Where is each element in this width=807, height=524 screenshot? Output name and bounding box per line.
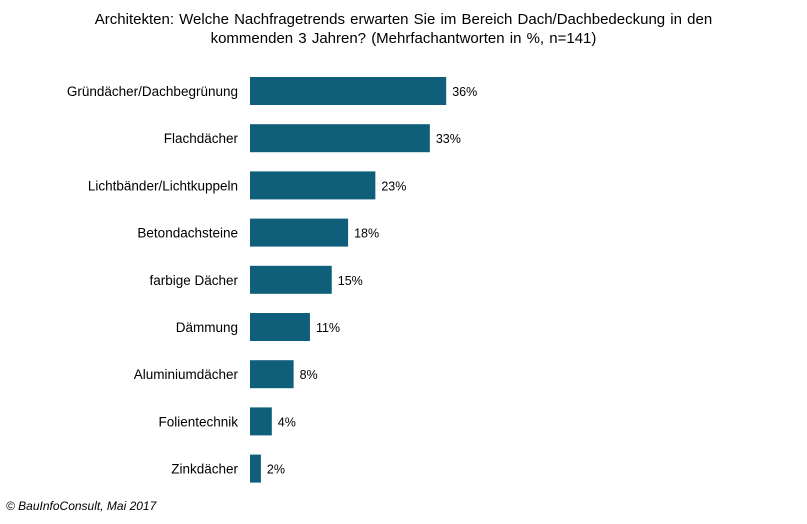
value-label-lichtbaender-lichtkuppeln: 23% — [381, 179, 406, 193]
value-label-farbige-daecher: 15% — [338, 274, 363, 288]
category-label-aluminiumdaecher: Aluminiumdächer — [134, 367, 239, 382]
value-label-betondachsteine: 18% — [354, 227, 379, 241]
bar-farbige-daecher — [250, 265, 332, 294]
bar-lichtbaender-lichtkuppeln — [250, 171, 376, 200]
value-label-gruendaecher-dachbegruenung: 36% — [452, 85, 477, 99]
bar-aluminiumdaecher — [250, 360, 294, 389]
value-label-daemmung: 11% — [316, 321, 340, 335]
value-label-flachdaecher: 33% — [436, 132, 461, 146]
value-label-aluminiumdaecher: 8% — [300, 368, 318, 382]
value-label-zinkdaecher: 2% — [267, 463, 285, 477]
category-label-gruendaecher-dachbegruenung: Gründächer/Dachbegrünung — [67, 84, 238, 99]
bar-daemmung — [250, 313, 310, 341]
category-label-folientechnik: Folientechnik — [158, 414, 238, 429]
category-label-lichtbaender-lichtkuppeln: Lichtbänder/Lichtkuppeln — [88, 178, 238, 193]
bar-betondachsteine — [250, 218, 349, 247]
source-note: © BauInfoConsult, Mai 2017 — [6, 499, 157, 513]
chart-title: Architekten: Welche Nachfragetrends erwa… — [0, 10, 807, 48]
value-label-folientechnik: 4% — [278, 415, 296, 429]
bar-flachdaecher — [250, 124, 430, 153]
category-label-flachdaecher: Flachdächer — [164, 131, 239, 146]
chart-title-line-1: Architekten: Welche Nachfragetrends erwa… — [94, 11, 713, 28]
bar-zinkdaecher — [250, 454, 261, 483]
category-label-farbige-daecher: farbige Dächer — [149, 273, 238, 288]
bar-gruendaecher-dachbegruenung — [250, 77, 447, 105]
category-label-betondachsteine: Betondachsteine — [137, 226, 238, 241]
chart-title-line-2: kommenden 3 Jahren? (Mehrfachantworten i… — [210, 30, 597, 47]
category-label-zinkdaecher: Zinkdächer — [171, 462, 238, 477]
bar-folientechnik — [250, 407, 272, 436]
category-label-daemmung: Dämmung — [176, 320, 238, 335]
